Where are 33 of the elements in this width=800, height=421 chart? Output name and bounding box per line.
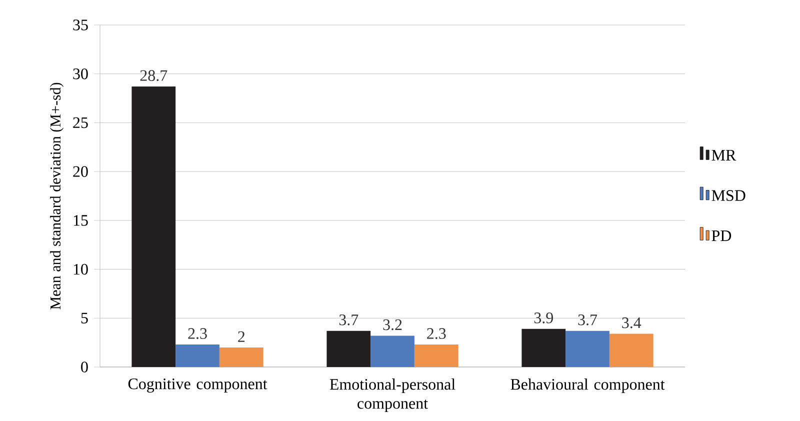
x-tick-label: Emotional-personal component [330, 378, 456, 412]
y-tick-label: 0 [81, 362, 88, 372]
bar [609, 334, 654, 367]
data-label: 2.3 [188, 328, 207, 339]
legend-label: PD [712, 230, 732, 242]
bar [566, 330, 610, 367]
y-tick-label: 25 [73, 117, 88, 128]
y-tick-label: 5 [81, 312, 88, 324]
bar [176, 344, 220, 367]
bar [219, 347, 264, 367]
legend-label: MSD [712, 190, 746, 201]
data-label: 3.4 [622, 317, 642, 328]
data-label: 3.7 [578, 314, 598, 326]
x-tick-label: Cognitive component [128, 378, 268, 393]
y-tick-label: 10 [74, 264, 88, 275]
bar [414, 344, 458, 367]
y-tick-label: 20 [73, 166, 88, 177]
y-tick-label: 15 [74, 215, 88, 226]
y-axis-title: Mean and standard deviation (M+-sd) [50, 82, 64, 310]
legend-label: MR [712, 150, 736, 160]
data-label: 2.3 [427, 328, 446, 339]
y-tick-label: 35 [73, 20, 88, 30]
bar [132, 86, 176, 367]
data-label: 28.7 [140, 70, 168, 82]
data-label: 2 [238, 331, 244, 342]
bar [370, 336, 414, 367]
data-label: 3.9 [534, 312, 553, 324]
bar [326, 330, 371, 367]
data-label: 3.2 [383, 319, 402, 330]
y-tick-label: 30 [73, 68, 88, 80]
bar [522, 328, 566, 367]
x-tick-label: Behavioural component [510, 378, 665, 394]
data-label: 3.7 [339, 314, 358, 326]
